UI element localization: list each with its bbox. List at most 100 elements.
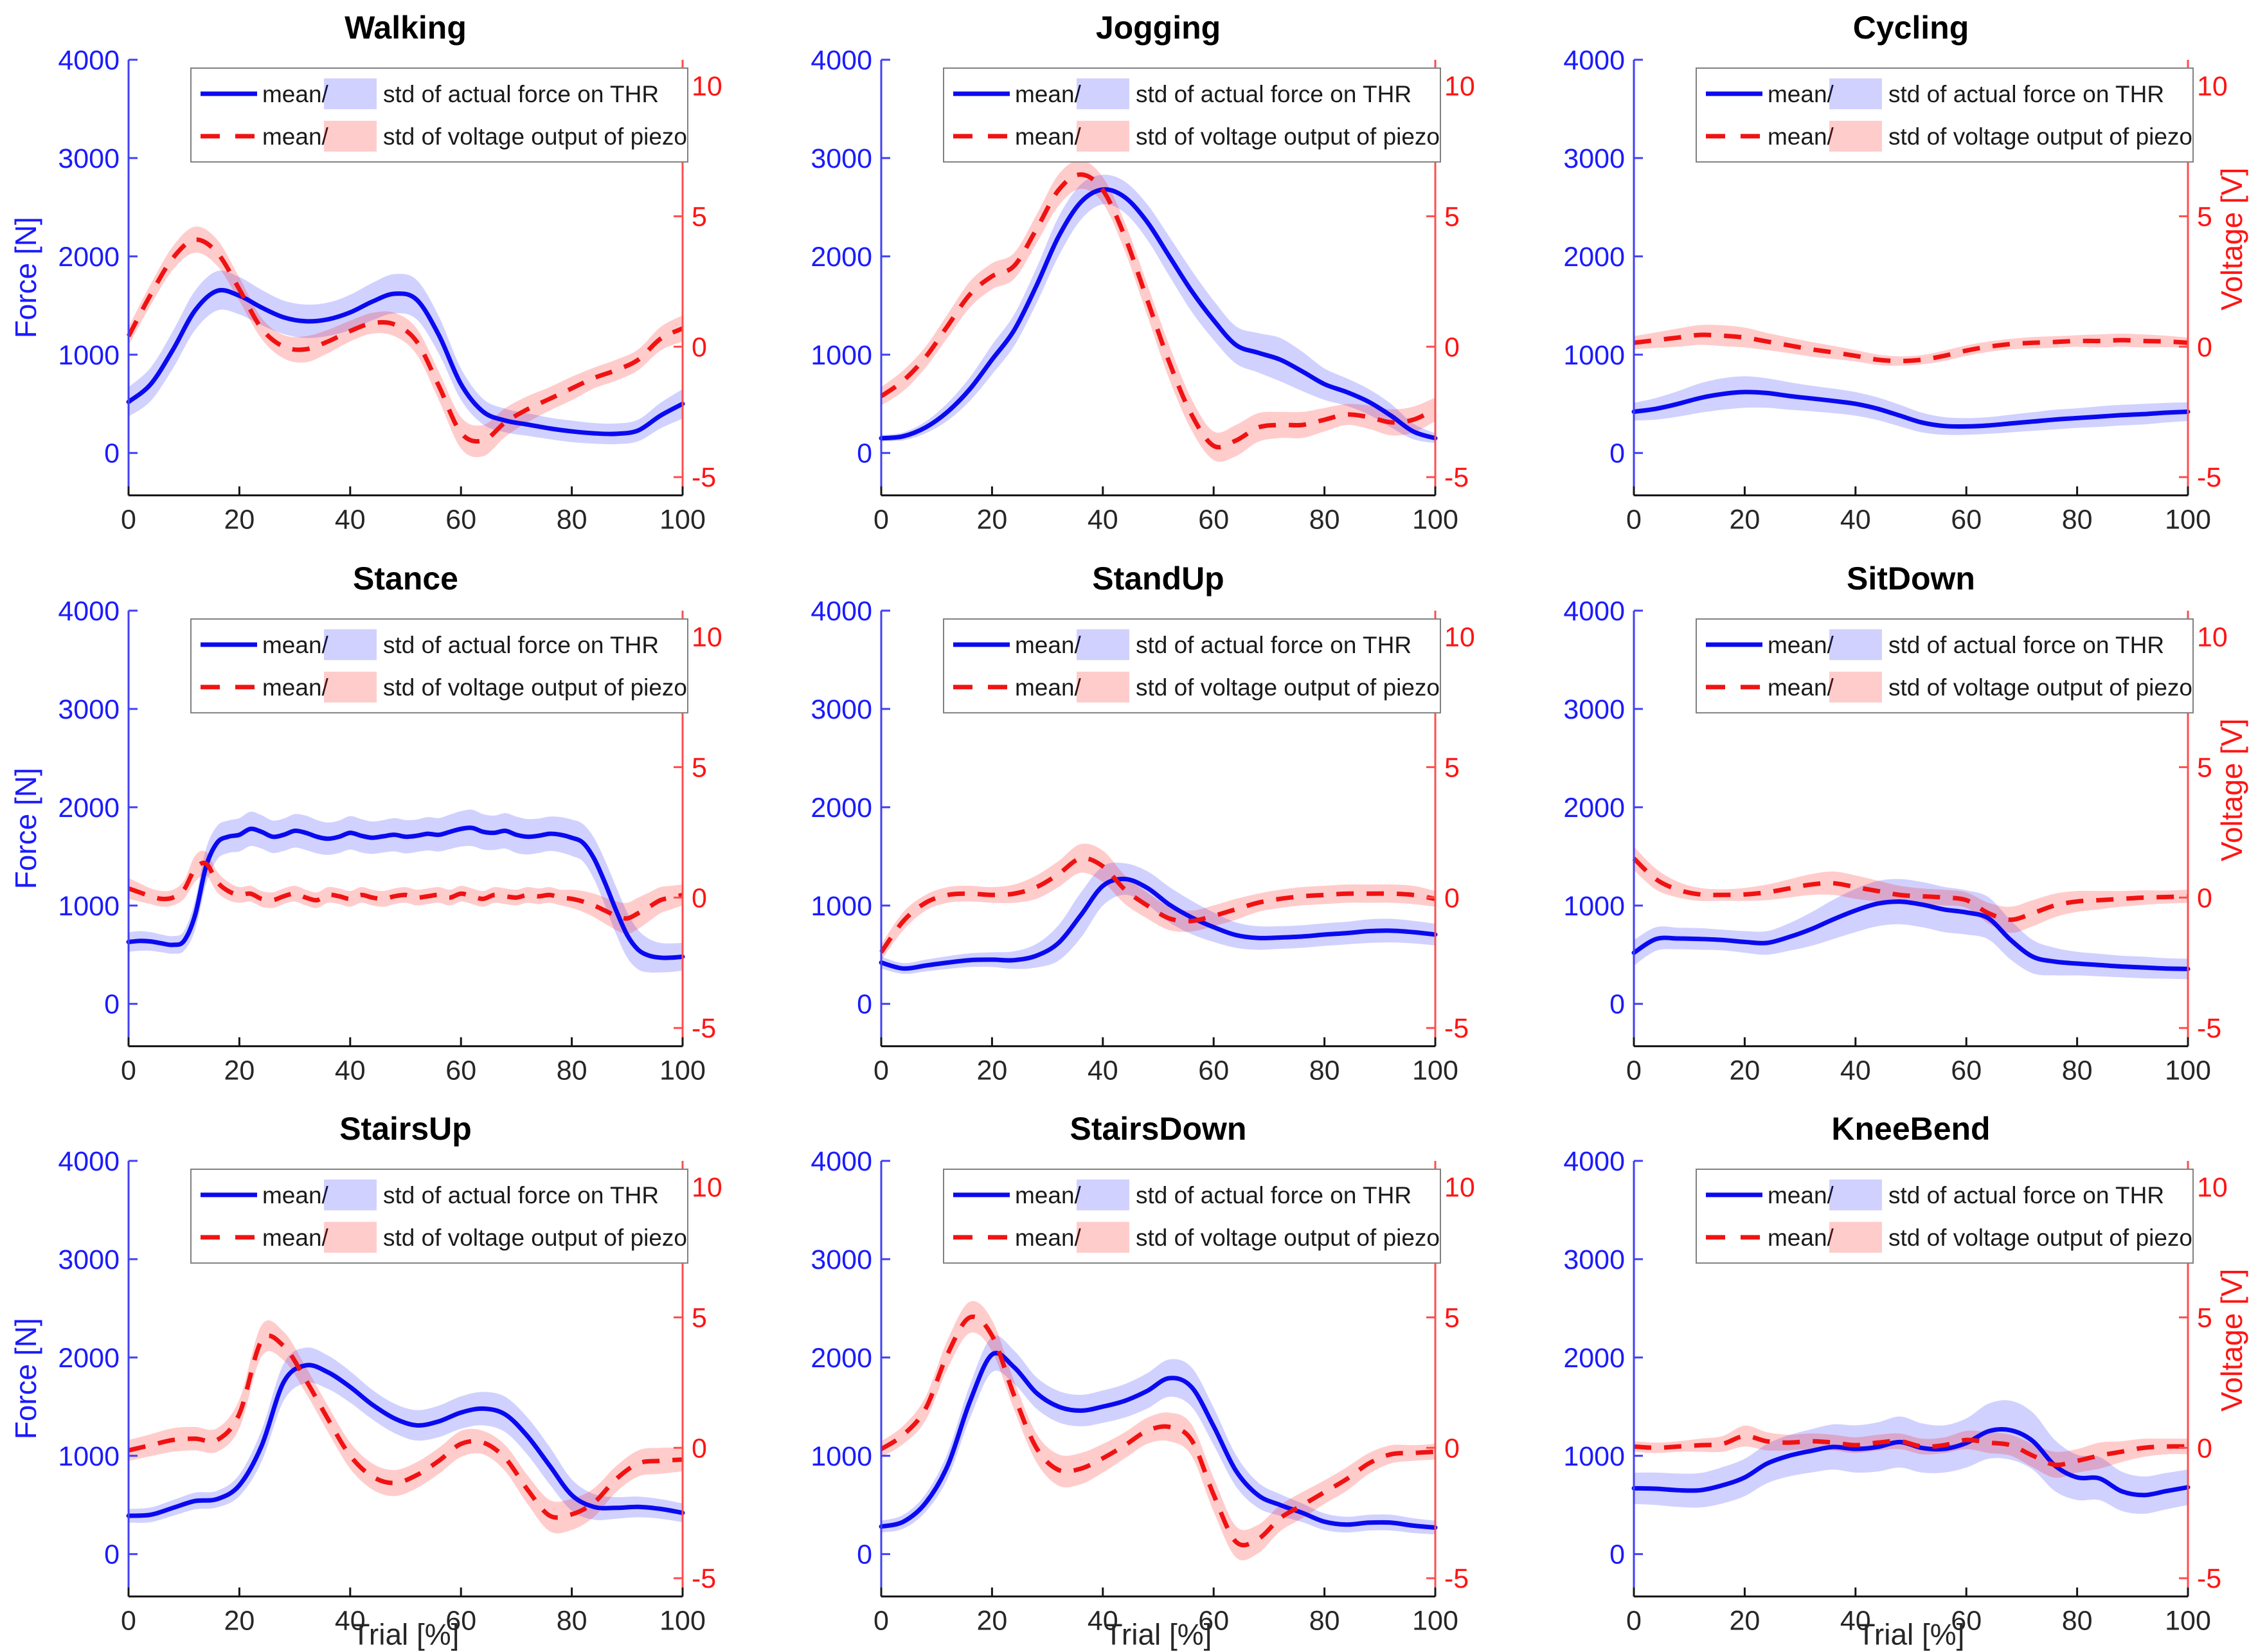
voltage-mean-line [880, 1315, 1436, 1548]
x-tick-label: 0 [1626, 1055, 1642, 1086]
x-tick-label: 0 [874, 505, 889, 535]
legend: mean/std of actual force on THR mean/std … [943, 67, 1441, 163]
force-tick-label: 0 [104, 1540, 120, 1570]
x-tick-label: 20 [1729, 505, 1760, 535]
x-tick-label: 40 [1088, 1606, 1118, 1637]
x-tick-label: 60 [445, 1606, 476, 1637]
subplot-walking: 0 1000 2000 3000 4000 -5 0 5 10 0 20 40 60 80 100 Walki… [0, 0, 753, 551]
legend-band-label: std of actual force on THR [1888, 632, 2164, 658]
x-tick-label: 60 [1198, 1606, 1229, 1637]
legend-voltage-band-swatch [1077, 671, 1129, 703]
force-axis-label: Force [N] [9, 1318, 42, 1439]
voltage-tick-label: 10 [2197, 622, 2228, 652]
force-mean-line [879, 187, 1438, 441]
x-tick-label: 40 [1088, 505, 1118, 535]
force-tick-label: 4000 [811, 1146, 872, 1177]
x-tick-label: 40 [335, 1606, 366, 1637]
voltage-tick-label: -5 [2197, 1563, 2221, 1594]
voltage-std-band [129, 1320, 683, 1534]
x-tick-label: 60 [445, 1055, 476, 1086]
force-tick-label: 1000 [58, 1441, 120, 1472]
voltage-tick-label: 5 [692, 201, 707, 232]
force-tick-label: 1000 [58, 890, 120, 921]
voltage-tick-label: 5 [1444, 201, 1460, 232]
force-std-band [129, 270, 683, 445]
force-std-band [129, 809, 683, 973]
force-tick-label: 1000 [1563, 340, 1625, 371]
x-axis-label: Trial [%] [1858, 1618, 1965, 1651]
force-tick-label: 1000 [811, 340, 872, 371]
subplot-stance: 0 1000 2000 3000 4000 -5 0 5 10 0 20 40 60 80 100 Stanc… [0, 551, 753, 1102]
force-tick-label: 1000 [1563, 1441, 1625, 1472]
force-tick-label: 0 [857, 438, 872, 469]
force-std-band [881, 862, 1435, 974]
legend-band-label: std of voltage output of piezo [1888, 123, 2192, 150]
voltage-tick-label: 10 [1444, 1172, 1475, 1203]
legend-force-band-swatch [324, 78, 377, 109]
force-tick-label: 1000 [811, 890, 872, 921]
subplot-standup: 0 1000 2000 3000 4000 -5 0 5 10 0 20 40 60 80 100 Stand… [753, 551, 1505, 1102]
voltage-tick-label: 5 [2197, 1303, 2212, 1334]
force-tick-label: 3000 [58, 694, 120, 724]
force-mean-line [126, 1363, 685, 1518]
legend-voltage-band-swatch [1829, 1222, 1882, 1253]
legend-band-label: std of voltage output of piezo [383, 123, 687, 150]
legend-band-label: std of actual force on THR [1888, 81, 2164, 107]
subplot-stairsdown: 0 1000 2000 3000 4000 -5 0 5 10 0 20 40 60 80 100 Stair… [753, 1101, 1505, 1652]
voltage-tick-label: 5 [692, 1303, 707, 1334]
force-tick-label: 2000 [1563, 242, 1625, 273]
voltage-std-band [1634, 846, 2188, 933]
voltage-tick-label: -5 [692, 1563, 716, 1594]
x-tick-label: 20 [976, 1055, 1007, 1086]
legend: mean/std of actual force on THR mean/std … [190, 1169, 688, 1264]
force-tick-label: 3000 [811, 143, 872, 174]
force-tick-label: 0 [104, 989, 120, 1019]
x-tick-label: 100 [659, 1055, 706, 1086]
force-mean-line [126, 287, 685, 436]
voltage-tick-label: -5 [1444, 1563, 1469, 1594]
voltage-tick-label: 0 [2197, 1433, 2212, 1464]
legend-mean-label: mean/ [1015, 632, 1082, 658]
x-tick-label: 80 [557, 1606, 587, 1637]
x-tick-label: 80 [1309, 1055, 1340, 1086]
x-axis-label: Trial [%] [1105, 1618, 1212, 1651]
legend-band-label: std of voltage output of piezo [1888, 1225, 2192, 1251]
legend-voltage-band-swatch [324, 120, 377, 152]
x-tick-label: 0 [874, 1606, 889, 1637]
x-tick-label: 0 [121, 505, 136, 535]
force-mean-line [879, 876, 1438, 971]
x-tick-label: 80 [1309, 1606, 1340, 1637]
voltage-tick-label: -5 [1444, 462, 1469, 493]
voltage-tick-label: 0 [2197, 883, 2212, 913]
force-tick-label: 3000 [1563, 694, 1625, 724]
voltage-std-band [1634, 325, 2188, 366]
legend-mean-label: mean/ [1015, 81, 1082, 107]
x-tick-label: 100 [2165, 1055, 2211, 1086]
force-tick-label: 4000 [811, 45, 872, 76]
legend-band-label: std of actual force on THR [383, 1182, 659, 1208]
force-tick-label: 2000 [811, 242, 872, 273]
subplot-stairsup: 0 1000 2000 3000 4000 -5 0 5 10 0 20 40 60 80 100 Stair… [0, 1101, 753, 1652]
x-tick-label: 40 [335, 1055, 366, 1086]
force-mean-line [879, 1351, 1438, 1531]
force-tick-label: 0 [857, 989, 872, 1019]
force-tick-label: 1000 [58, 340, 120, 371]
legend-box [943, 1169, 1441, 1264]
force-std-band [1634, 879, 2188, 980]
force-tick-label: 4000 [58, 1146, 120, 1177]
legend-box [190, 618, 688, 714]
legend-band-label: std of actual force on THR [383, 632, 659, 658]
force-tick-label: 0 [104, 438, 120, 469]
force-tick-label: 2000 [811, 1343, 872, 1374]
force-tick-label: 3000 [58, 1244, 120, 1275]
legend-force-band-swatch [1829, 78, 1882, 109]
voltage-mean-line [128, 1333, 683, 1520]
x-tick-label: 20 [1729, 1055, 1760, 1086]
x-tick-label: 60 [1951, 1606, 1982, 1637]
legend-band-label: std of voltage output of piezo [383, 674, 687, 700]
voltage-mean-line [1633, 332, 2189, 364]
